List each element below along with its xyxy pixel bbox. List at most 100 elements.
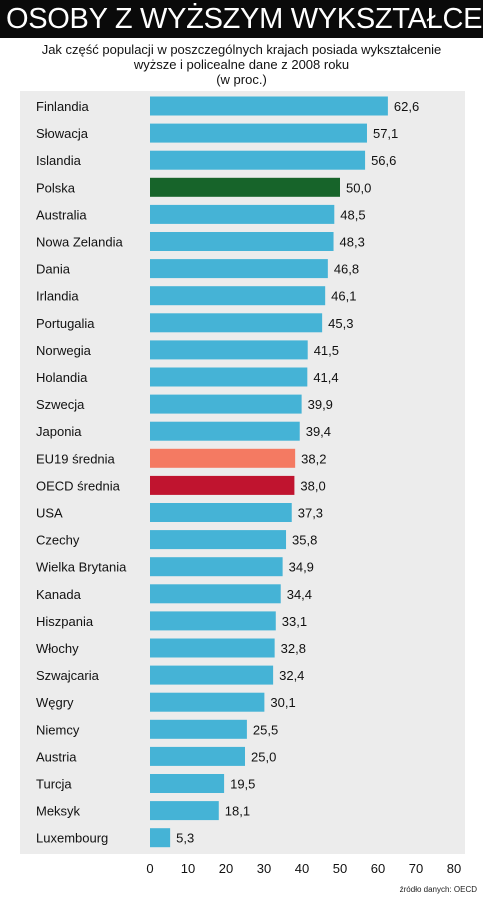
category-label: Holandia (36, 370, 88, 385)
category-label: Irlandia (36, 289, 79, 304)
x-tick-label: 80 (447, 861, 461, 876)
category-label: Meksyk (36, 804, 81, 819)
bar-value-label: 25,5 (253, 722, 278, 737)
category-label: Niemcy (36, 722, 80, 737)
bar-value-label: 39,4 (306, 424, 331, 439)
bar-value-label: 41,5 (314, 343, 339, 358)
category-label: Wielka Brytania (36, 560, 127, 575)
bar-value-label: 45,3 (328, 316, 353, 331)
category-label: Islandia (36, 153, 82, 168)
category-label: Słowacja (36, 126, 89, 141)
bar-value-label: 5,3 (176, 831, 194, 846)
chart-subtitle: Jak część populacji w poszczególnych kra… (0, 42, 483, 87)
bar-value-label: 18,1 (225, 804, 250, 819)
category-label: Kanada (36, 587, 82, 602)
bar-value-label: 30,1 (270, 695, 295, 710)
bar-value-label: 41,4 (313, 370, 338, 385)
bar-value-label: 34,4 (287, 587, 312, 602)
bar-value-label: 39,9 (308, 397, 333, 412)
bar (150, 475, 295, 495)
bar (150, 801, 219, 821)
category-label: EU19 średnia (36, 451, 116, 466)
bar (150, 665, 274, 685)
bar-value-label: 32,8 (281, 641, 306, 656)
category-label: Finlandia (36, 99, 90, 114)
bar (150, 557, 283, 577)
bar-value-label: 62,6 (394, 99, 419, 114)
bar-value-label: 34,9 (289, 560, 314, 575)
x-tick-label: 20 (219, 861, 233, 876)
bar (150, 177, 340, 197)
bar (150, 611, 276, 631)
bar-value-label: 57,1 (373, 126, 398, 141)
bar (150, 367, 308, 387)
category-label: Hiszpania (36, 614, 94, 629)
bar-value-label: 50,0 (346, 180, 371, 195)
bar-value-label: 48,5 (340, 207, 365, 222)
bar (150, 584, 281, 604)
bar (150, 746, 245, 766)
bar (150, 313, 323, 333)
category-label: USA (36, 506, 63, 521)
bar (150, 503, 292, 522)
bar-value-label: 37,3 (298, 506, 323, 521)
bar (150, 150, 366, 170)
bar (150, 204, 335, 224)
bar-value-label: 35,8 (292, 533, 317, 548)
bar-value-label: 38,0 (300, 478, 325, 493)
bar-value-label: 19,5 (230, 777, 255, 792)
bar-value-label: 46,1 (331, 289, 356, 304)
x-tick-label: 10 (181, 861, 195, 876)
category-label: Australia (36, 207, 87, 222)
category-label: Turcja (36, 777, 72, 792)
x-tick-label: 60 (371, 861, 385, 876)
bar-value-label: 25,0 (251, 749, 276, 764)
x-tick-label: 50 (333, 861, 347, 876)
bar (150, 530, 287, 550)
subtitle-line-2: wyższe i policealne dane z 2008 roku (133, 57, 350, 72)
bar-value-label: 56,6 (371, 153, 396, 168)
category-label: Nowa Zelandia (36, 235, 123, 250)
bar (150, 286, 326, 306)
bar (150, 394, 302, 414)
bar (150, 719, 247, 739)
bar-value-label: 38,2 (301, 451, 326, 466)
bar (150, 96, 388, 116)
bar (150, 123, 367, 143)
bar (150, 232, 334, 251)
bar (150, 259, 328, 279)
category-label: Dania (36, 262, 71, 277)
bar (150, 828, 171, 848)
category-label: Czechy (36, 533, 80, 548)
category-label: Węgry (36, 695, 74, 710)
category-label: Norwegia (36, 343, 92, 358)
bar-value-label: 48,3 (340, 235, 365, 250)
x-tick-label: 0 (146, 861, 153, 876)
bar-value-label: 46,8 (334, 262, 359, 277)
subtitle-line-1: Jak część populacji w poszczególnych kra… (41, 42, 442, 57)
bar (150, 692, 265, 712)
source-note: źródło danych: OECD (399, 885, 477, 894)
category-label: Austria (36, 749, 77, 764)
bar (150, 448, 296, 468)
category-label: Szwajcaria (36, 668, 100, 683)
bar (150, 340, 308, 360)
bar (150, 774, 225, 793)
x-tick-label: 40 (295, 861, 309, 876)
category-label: Szwecja (36, 397, 85, 412)
bar-value-label: 32,4 (279, 668, 304, 683)
bar (150, 421, 300, 441)
subtitle-line-3: (w proc.) (216, 72, 267, 87)
bar (150, 638, 275, 658)
bar-value-label: 33,1 (282, 614, 307, 629)
category-label: Włochy (36, 641, 79, 656)
category-label: Japonia (36, 424, 82, 439)
page-title: OSOBY Z WYŻSZYM WYKSZTAŁCENIEM (0, 0, 483, 38)
category-label: Polska (36, 180, 76, 195)
category-label: Portugalia (36, 316, 95, 331)
x-tick-label: 30 (257, 861, 271, 876)
category-label: Luxembourg (36, 831, 108, 846)
category-label: OECD średnia (36, 478, 121, 493)
x-tick-label: 70 (409, 861, 423, 876)
